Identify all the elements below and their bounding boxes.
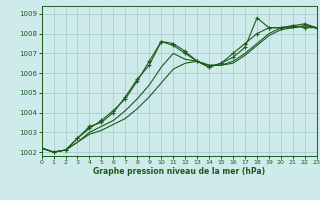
X-axis label: Graphe pression niveau de la mer (hPa): Graphe pression niveau de la mer (hPa) (93, 167, 265, 176)
